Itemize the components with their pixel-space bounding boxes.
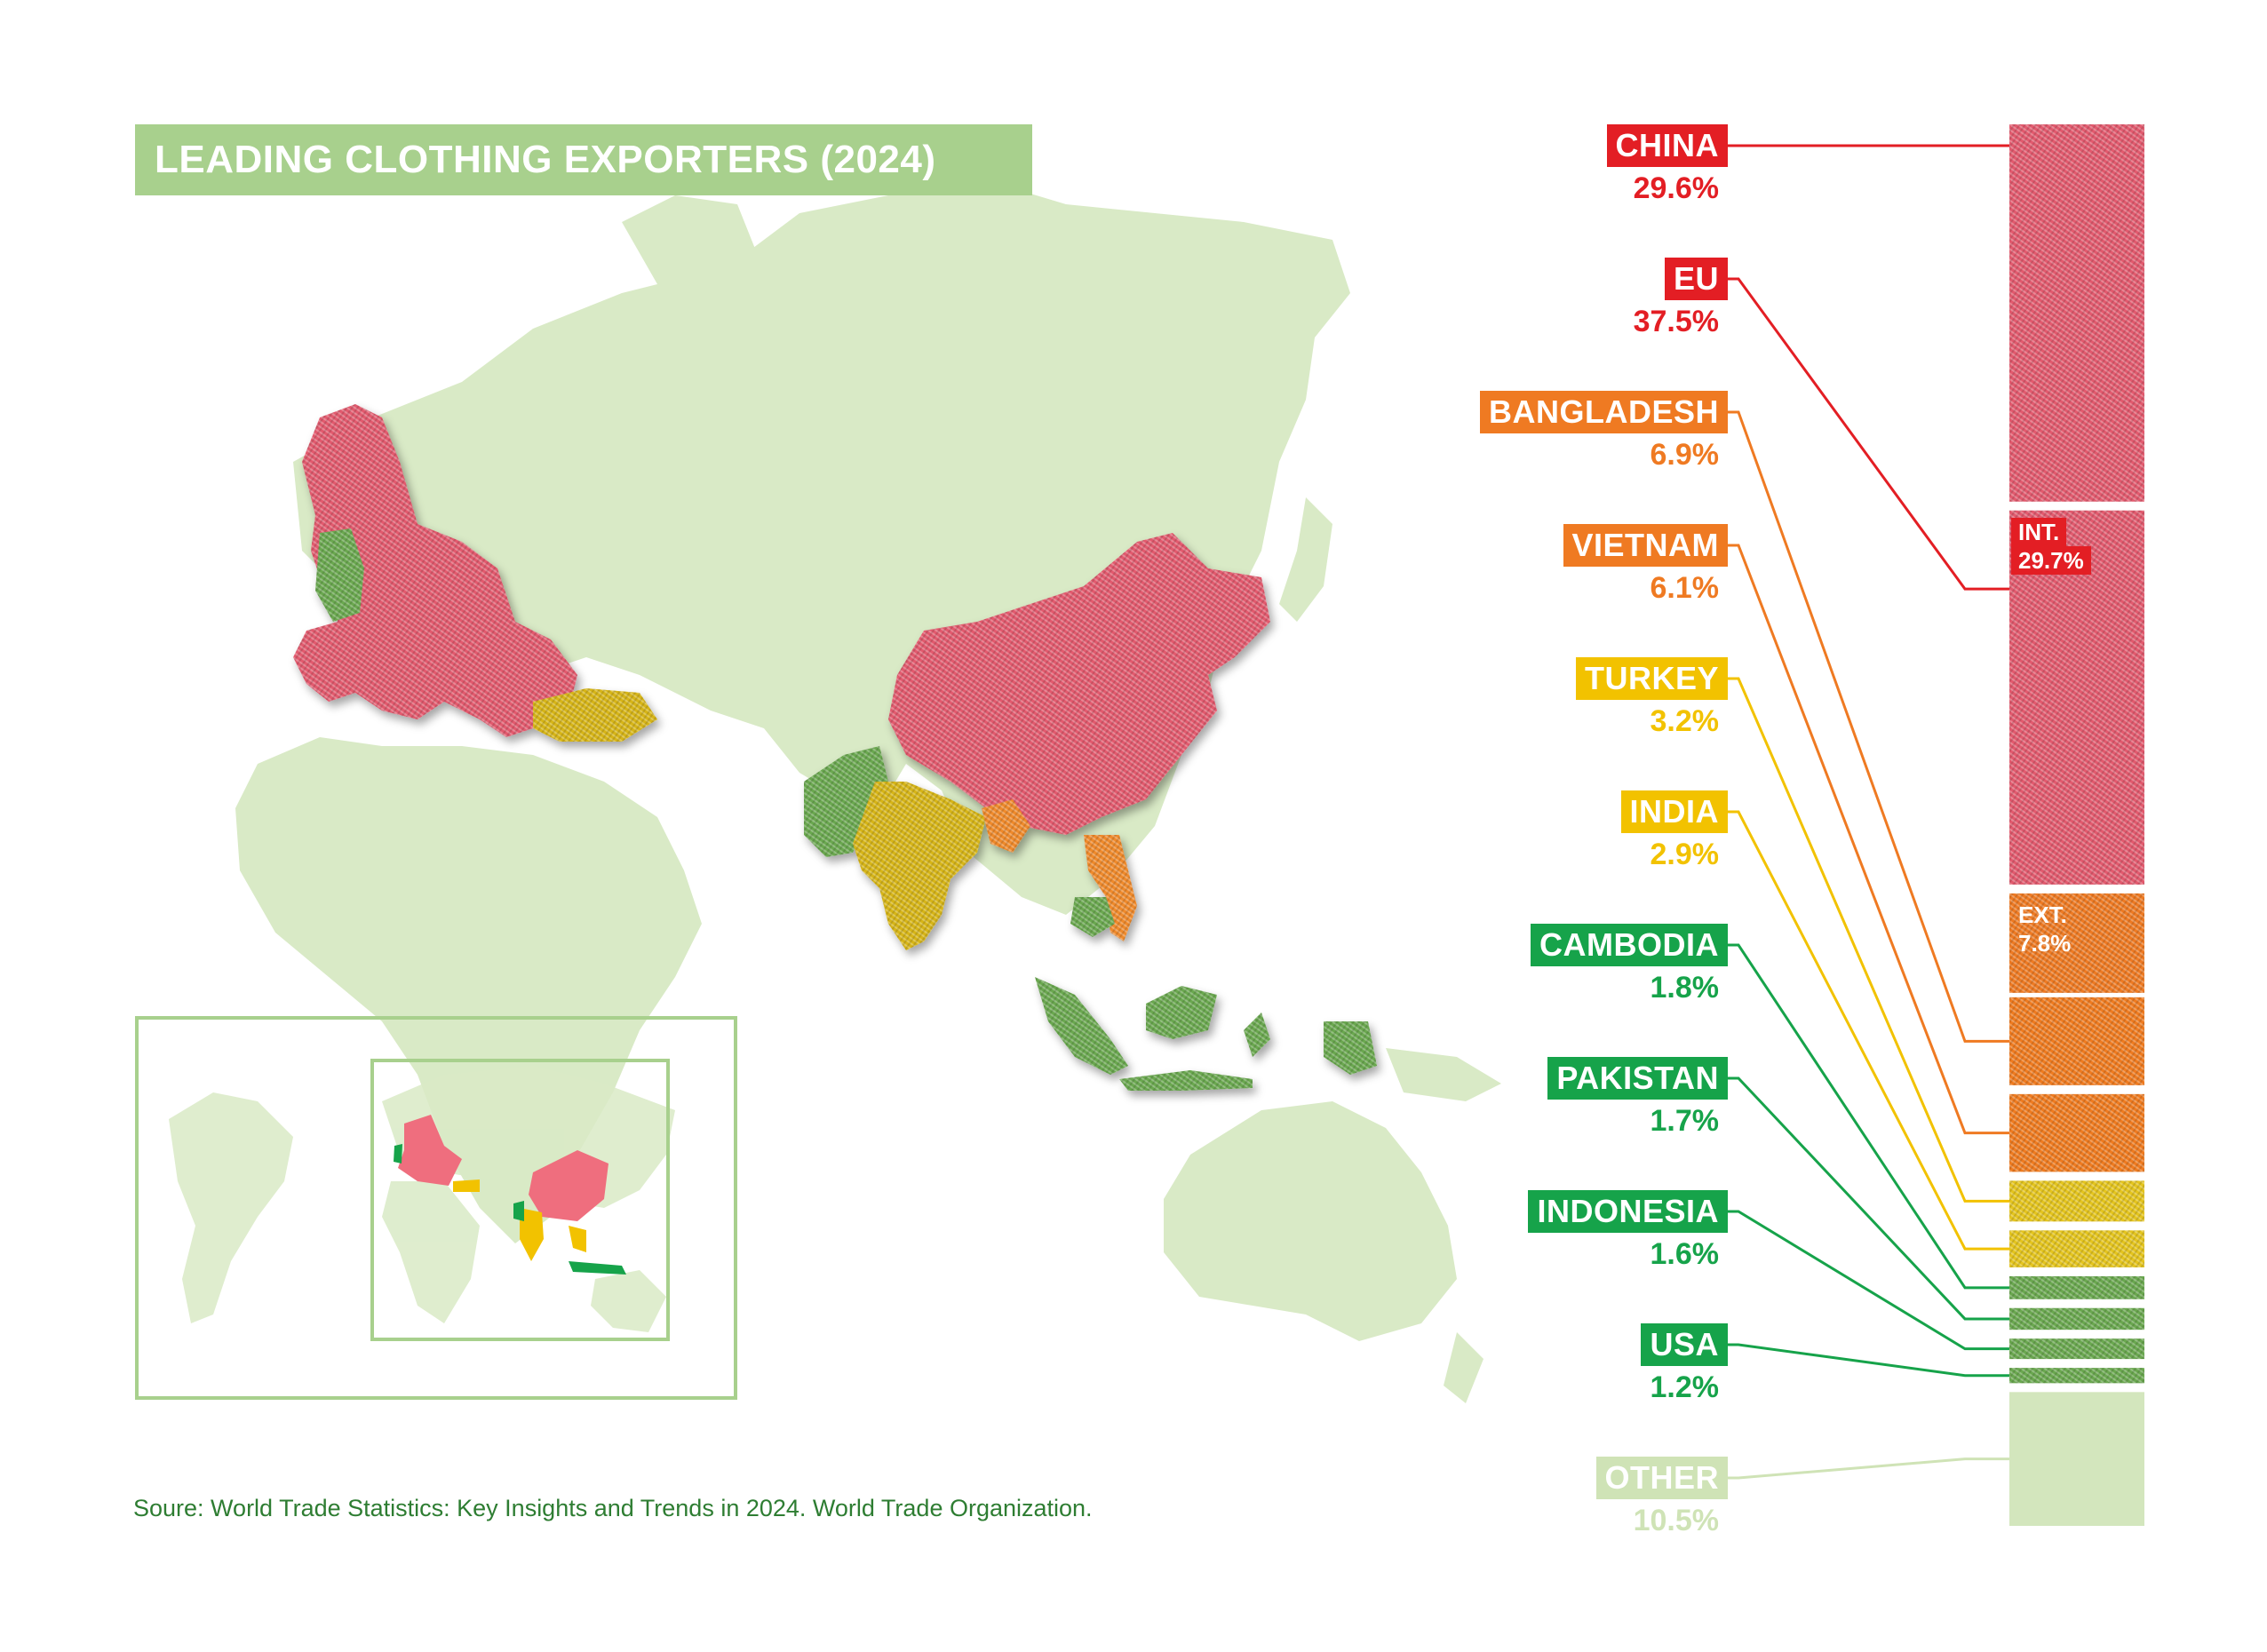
exporter-name: CAMBODIA <box>1531 924 1728 966</box>
eu-split-label-ext: EXT. 7.8% <box>2011 901 2078 957</box>
bar-texture <box>2009 1093 2144 1172</box>
exporter-name: BANGLADESH <box>1479 391 1728 433</box>
exporter-value: 1.2% <box>1650 1370 1720 1404</box>
land-greenland <box>622 195 755 284</box>
exporter-label-bangladesh: BANGLADESH 6.9% <box>1479 391 1728 473</box>
exporter-name: USA <box>1641 1323 1728 1366</box>
eu-split-value: 7.8% <box>2018 929 2072 957</box>
land-japan <box>1279 497 1332 622</box>
exporter-value: 29.6% <box>1633 171 1719 205</box>
exporter-name: CHINA <box>1606 124 1728 167</box>
exporter-label-turkey: TURKEY 3.2% <box>1575 657 1728 739</box>
country-turkey-shape <box>533 688 657 742</box>
country-pakistan-shape <box>804 746 888 857</box>
inset-pakistan <box>513 1201 524 1221</box>
highlighted-countries <box>293 404 1377 1091</box>
leader-line-cambodia <box>1728 943 2009 1290</box>
bar-texture <box>2009 1275 2144 1299</box>
exporter-name: OTHER <box>1595 1457 1728 1499</box>
exporter-label-pakistan: PAKISTAN 1.7% <box>1547 1057 1728 1139</box>
title-banner: LEADING CLOTHING EXPORTERS (2024) <box>135 124 1032 195</box>
exporter-name: TURKEY <box>1575 657 1728 700</box>
bar-texture <box>2009 1307 2144 1330</box>
exporter-name: EU <box>1664 258 1728 300</box>
leader-line-bangladesh <box>1728 410 2009 1043</box>
exporter-label-cambodia: CAMBODIA 1.8% <box>1531 924 1728 1005</box>
country-indonesia-shape <box>1035 977 1377 1091</box>
country-china-shape <box>888 533 1270 835</box>
country-cambodia-shape <box>1070 897 1115 937</box>
exporter-label-india: INDIA 2.9% <box>1620 790 1728 872</box>
leader-line-eu <box>1728 277 2009 591</box>
bar-segment-other <box>2009 1392 2144 1526</box>
inset-seasia <box>569 1226 586 1252</box>
leader-line-usa <box>1728 1343 2009 1378</box>
leader-line-india <box>1728 810 2009 1251</box>
exporter-value: 6.9% <box>1650 438 1720 472</box>
land-australia <box>1164 1101 1457 1341</box>
bar-texture <box>2009 997 2144 1085</box>
bar-texture <box>2009 1368 2144 1384</box>
source-note: Soure: World Trade Statistics: Key Insig… <box>133 1495 1093 1521</box>
exporter-value: 10.5% <box>1633 1504 1719 1537</box>
exporter-value: 6.1% <box>1650 571 1720 605</box>
country-india-shape <box>853 782 986 950</box>
country-uk-shape <box>315 528 364 622</box>
eu-split-label-int: INT. 29.7% <box>2011 517 2091 575</box>
leader-line-indonesia <box>1728 1210 2009 1351</box>
inset-china <box>529 1150 609 1221</box>
country-bangladesh-shape <box>982 799 1030 853</box>
country-eu-shape <box>293 404 577 737</box>
eu-split-name: EXT. <box>2018 901 2067 928</box>
exporter-name: INDONESIA <box>1528 1190 1728 1233</box>
exporter-label-vietnam: VIETNAM 6.1% <box>1563 524 1728 606</box>
inset-eu <box>398 1115 462 1186</box>
exporter-label-other: OTHER 10.5% <box>1595 1457 1728 1538</box>
inset-turkey <box>453 1179 480 1192</box>
exporter-value: 3.2% <box>1650 704 1720 738</box>
bar-texture <box>2009 1180 2144 1222</box>
bar-texture <box>2009 893 2144 993</box>
land-newguinea <box>1386 1048 1501 1101</box>
exporter-value: 1.6% <box>1650 1237 1720 1271</box>
exporter-name: INDIA <box>1620 790 1728 833</box>
leader-line-turkey <box>1728 677 2009 1203</box>
exporter-label-indonesia: INDONESIA 1.6% <box>1528 1190 1728 1272</box>
exporter-labels: CHINA 29.6% EU 37.5% BANGLADESH 6.9% VIETNAM 6.… <box>1244 0 1728 1652</box>
exporter-label-china: CHINA 29.6% <box>1606 124 1728 206</box>
exporter-label-eu: EU 37.5% <box>1634 258 1728 339</box>
inset-world-map <box>169 1066 675 1332</box>
inset-uk <box>394 1144 402 1164</box>
exporter-value: 37.5% <box>1633 305 1719 338</box>
leader-line-vietnam <box>1728 544 2009 1135</box>
inset-india <box>520 1208 544 1261</box>
bar-texture <box>2009 1338 2144 1360</box>
share-stacked-bar <box>2009 124 2144 1526</box>
inset-frame <box>135 1016 737 1400</box>
exporter-value: 2.9% <box>1650 838 1720 871</box>
exporter-name: PAKISTAN <box>1547 1057 1728 1100</box>
leader-lines <box>1728 144 2009 1480</box>
page-title: LEADING CLOTHING EXPORTERS (2024) <box>155 138 936 181</box>
bar-texture <box>2009 1230 2144 1267</box>
eu-split-value: 29.7% <box>2011 545 2091 575</box>
country-vietnam-shape <box>1084 835 1137 941</box>
exporter-value: 1.8% <box>1650 971 1720 1005</box>
land-newzealand <box>1444 1332 1483 1403</box>
leader-line-pakistan <box>1728 1076 2009 1321</box>
inset-zoom-frame <box>370 1059 670 1341</box>
exporter-label-usa: USA 1.2% <box>1641 1323 1728 1405</box>
inset-indonesia <box>569 1261 626 1275</box>
eu-split-name: INT. <box>2011 517 2067 546</box>
leader-line-other <box>1728 1457 2009 1480</box>
exporter-value: 1.7% <box>1650 1104 1720 1138</box>
bar-texture <box>2009 124 2144 502</box>
exporter-name: VIETNAM <box>1563 524 1728 567</box>
